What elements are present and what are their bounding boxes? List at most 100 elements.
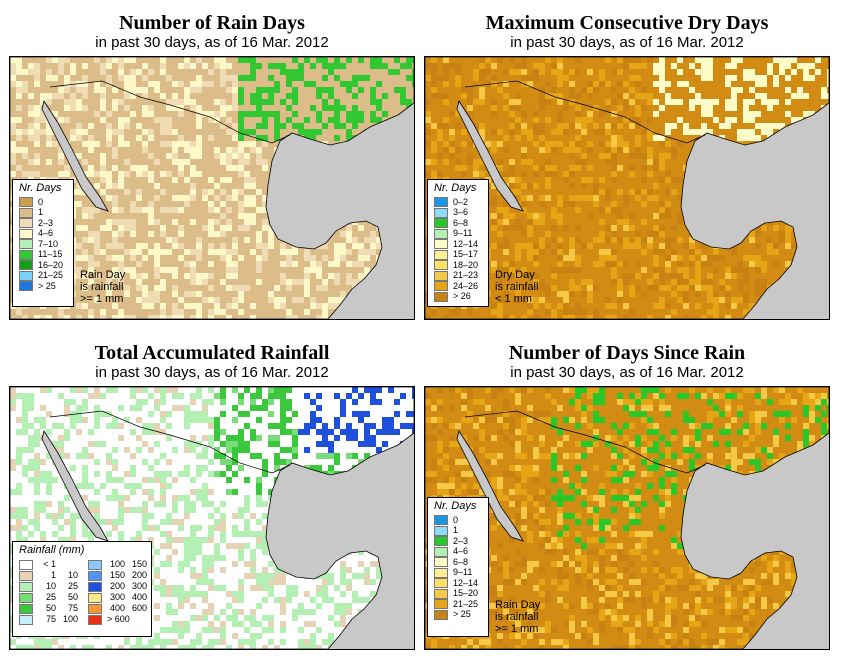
legend-swatch	[434, 207, 448, 218]
legend-entry: 12–14	[434, 578, 488, 589]
legend-label: 12–14	[453, 238, 479, 249]
legend-swatch	[19, 281, 33, 292]
legend-label: 2–3	[38, 217, 54, 228]
legend-label: 6–8	[453, 556, 469, 567]
legend-entry: 12–14	[434, 239, 488, 250]
legend-swatch	[19, 207, 33, 218]
legend-label: 12–14	[453, 577, 479, 588]
legend-range-low: 75	[45, 614, 56, 624]
legend-entry: 300 400	[88, 592, 147, 603]
legend-range-high: 10	[67, 570, 78, 580]
legend-swatch	[19, 239, 33, 250]
gulf-of-california	[41, 429, 109, 542]
legend-entry: < 1	[19, 559, 78, 570]
us-mexico-border	[464, 410, 706, 474]
definition-note: Rain Day is rainfall >= 1 mm	[80, 269, 126, 305]
legend-swatch	[19, 228, 33, 239]
legend-label: 16–20	[38, 259, 64, 270]
legend-range-low: 300	[109, 592, 125, 602]
panel-subtitle: in past 30 days, as of 16 Mar. 2012	[510, 364, 744, 381]
legend-entry: 16–20	[19, 260, 73, 271]
legend-label: 0	[38, 196, 44, 207]
legend-swatch	[434, 218, 448, 229]
gulf-of-california	[456, 99, 524, 212]
legend-swatch	[434, 599, 448, 610]
legend-entry: 15–17	[434, 249, 488, 261]
legend-label: 9–11	[453, 567, 473, 578]
mexico-map	[10, 57, 414, 319]
panel-subtitle: in past 30 days, as of 16 Mar. 2012	[510, 34, 744, 51]
legend-entry: 21–23	[434, 270, 488, 282]
legend-label: 2–3	[453, 535, 469, 546]
legend-label: 1	[38, 207, 44, 218]
legend-swatch	[434, 525, 448, 536]
legend-swatch	[19, 249, 33, 260]
legend-entry: > 26	[434, 291, 488, 303]
legend-entry: 1 10	[19, 570, 78, 581]
legend-entry: 4–6	[19, 228, 73, 240]
legend-entry: > 25	[19, 281, 73, 292]
panel-dry-days: Maximum Consecutive Dry Days in past 30 …	[424, 12, 830, 320]
legend-swatch	[88, 603, 102, 614]
map-legend: Rainfall (mm) < 1 1 10 10 25 25 50 50 75 75 100 100…	[12, 541, 152, 637]
legend-entry: 50 75	[19, 603, 78, 614]
legend-swatch	[434, 281, 448, 292]
legend-entry: 7–10	[19, 239, 73, 250]
legend-range-low: 10	[45, 581, 56, 591]
panel-total-rainfall: Total Accumulated Rainfall in past 30 da…	[9, 342, 415, 650]
legend-swatch	[88, 570, 102, 581]
legend-swatch	[88, 614, 102, 625]
legend-entry: 400 600	[88, 603, 147, 614]
legend-title: Nr. Days	[434, 500, 477, 512]
legend-swatch	[19, 197, 33, 208]
coastline	[10, 57, 414, 319]
legend-swatch	[19, 559, 33, 570]
legend-range-low: 200	[109, 581, 125, 591]
legend-range-low: 1	[50, 570, 56, 580]
legend-entry: 18–20	[434, 260, 488, 271]
legend-label: 15–17	[453, 249, 479, 260]
legend-range-high: 150	[131, 559, 147, 569]
legend-entry: 24–26	[434, 281, 488, 292]
definition-note: Rain Day is rainfall >= 1 mm	[495, 599, 541, 635]
panel-title: Number of Days Since Rain	[508, 342, 746, 364]
days-since-rain-map: Nr. Days 0 1 2–3 4–6 6–8 9–11 12–14 15–20 21–25 >…	[424, 386, 830, 650]
legend-range-low: < 1	[43, 559, 56, 569]
legend-label: 21–23	[453, 270, 479, 281]
legend-range-low: 400	[109, 603, 125, 613]
legend-range-high: 50	[67, 592, 78, 602]
legend-swatch	[434, 578, 448, 589]
legend-swatch	[88, 581, 102, 592]
us-mexico-border	[464, 80, 706, 144]
legend-swatch	[434, 567, 448, 578]
legend-label: 7–10	[38, 238, 59, 249]
legend-range-low: > 600	[107, 614, 130, 624]
legend-swatch	[434, 270, 448, 281]
legend-swatch	[434, 557, 448, 568]
legend-label: 0–2	[453, 196, 469, 207]
legend-entry: 200 300	[88, 581, 147, 592]
legend-label: 4–6	[453, 546, 469, 557]
legend-swatch	[434, 546, 448, 557]
legend-range-high: 300	[131, 581, 147, 591]
legend-entry: 150 200	[88, 570, 147, 581]
legend-entry: 6–8	[434, 557, 488, 568]
legend-swatch	[434, 249, 448, 260]
panel-title: Maximum Consecutive Dry Days	[485, 12, 769, 34]
coastline	[425, 387, 829, 649]
legend-entry: 9–11	[434, 228, 488, 240]
legend-swatch	[19, 260, 33, 271]
legend-label: 24–26	[453, 280, 479, 291]
legend-label: > 26	[453, 291, 471, 302]
legend-entry: > 600	[88, 614, 147, 625]
legend-entry: 15–20	[434, 588, 488, 600]
panel-subtitle: in past 30 days, as of 16 Mar. 2012	[95, 34, 329, 51]
legend-range-high: 200	[131, 570, 147, 580]
us-mexico-border	[49, 410, 291, 474]
legend-entry: 25 50	[19, 592, 78, 603]
legend-swatch	[434, 260, 448, 271]
legend-label: 3–6	[453, 207, 469, 218]
legend-swatch	[434, 291, 448, 302]
legend-entry: 3–6	[434, 207, 488, 219]
gulf-of-california	[41, 99, 109, 212]
